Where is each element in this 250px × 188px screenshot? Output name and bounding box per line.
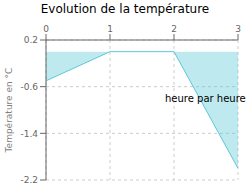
html-text:Evolution de la température: Evolution de la température xyxy=(40,2,210,16)
svg-text:3: 3 xyxy=(235,24,241,34)
svg-text:-2.2: -2.2 xyxy=(20,175,38,185)
svg-text:0.2: 0.2 xyxy=(24,35,38,45)
svg-text:-0.6: -0.6 xyxy=(20,82,38,92)
html-text:heure par heure: heure par heure xyxy=(165,93,246,105)
svg-text:1: 1 xyxy=(107,24,113,34)
svg-text:0: 0 xyxy=(43,24,49,34)
svg-text:-1.4: -1.4 xyxy=(20,129,38,139)
svg-text:2: 2 xyxy=(171,24,177,34)
svg-text:Température en °C: Température en °C xyxy=(4,68,14,154)
